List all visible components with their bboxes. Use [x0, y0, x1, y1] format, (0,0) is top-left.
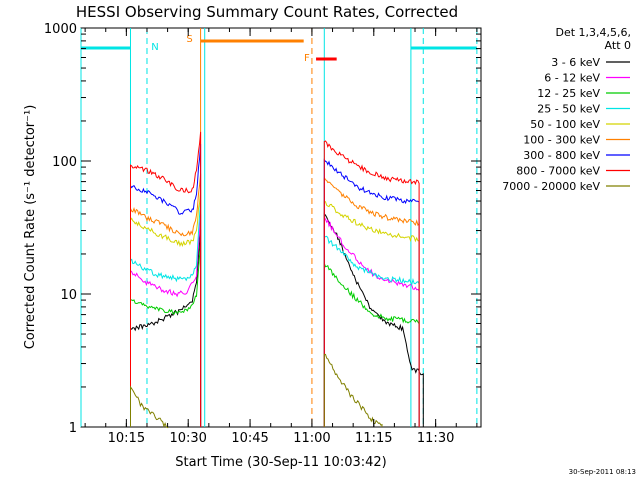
legend-label-2: 12 - 25 keV — [537, 87, 600, 100]
series-lines — [130, 131, 424, 429]
series-line-2 — [130, 241, 420, 427]
chart-title: HESSI Observing Summary Count Rates, Cor… — [76, 3, 458, 21]
series-line-7 — [130, 131, 420, 427]
series-line-1 — [130, 214, 420, 427]
y-axis: 1 10 100 1000 — [44, 22, 481, 436]
series-line-5 — [130, 173, 420, 427]
x-tick-label-4: 11:15 — [355, 431, 392, 446]
orbit-bar-label-3: F — [304, 53, 310, 64]
legend-label-3: 25 - 50 keV — [537, 103, 600, 116]
y-tick-label-3: 1000 — [44, 22, 77, 37]
legend-title-line-2: Att 0 — [605, 39, 631, 52]
legend: Det 1,3,4,5,6, Att 0 3 - 6 keV 6 - 12 keV… — [502, 26, 631, 193]
legend-label-4: 50 - 100 keV — [530, 118, 600, 131]
y-tick-label-2: 100 — [52, 155, 77, 170]
x-tick-label-3: 11:00 — [293, 431, 330, 446]
x-axis-label: Start Time (30-Sep-11 10:03:42) — [175, 455, 386, 470]
footer-stamp: 30-Sep-2011 08:13 — [569, 468, 636, 476]
plot-frame — [80, 27, 482, 428]
legend-label-7: 800 - 7000 keV — [516, 165, 600, 178]
x-tick-label-2: 10:45 — [231, 431, 268, 446]
series-line-3 — [130, 199, 420, 427]
legend-label-6: 300 - 800 keV — [523, 149, 600, 162]
series-line-0 — [130, 212, 424, 427]
legend-label-8: 7000 - 20000 keV — [502, 180, 600, 193]
x-tick-label-1: 10:30 — [169, 431, 206, 446]
orbit-bar-label-1: N — [151, 42, 158, 53]
orbit-bar-label-2: S — [186, 34, 192, 45]
x-tick-label-0: 10:15 — [108, 431, 145, 446]
series-line-6 — [130, 143, 420, 427]
x-axis: 10:15 10:30 10:45 11:00 11:15 11:30 — [84, 28, 478, 446]
series-line-8 — [130, 353, 383, 429]
y-tick-label-0: 1 — [69, 421, 77, 436]
series-line-4 — [130, 189, 420, 427]
y-axis-label: Corrected Count Rate (s⁻¹ detector⁻¹) — [23, 105, 38, 350]
plot-area — [80, 27, 482, 428]
legend-label-0: 3 - 6 keV — [551, 56, 600, 69]
y-tick-label-1: 10 — [60, 288, 77, 303]
x-tick-label-5: 11:30 — [417, 431, 454, 446]
legend-label-1: 6 - 12 keV — [544, 72, 600, 85]
legend-title-line-1: Det 1,3,4,5,6, — [555, 26, 631, 39]
orbit-bars: N S F — [81, 34, 477, 64]
legend-label-5: 100 - 300 keV — [523, 134, 600, 147]
event-markers — [80, 28, 478, 427]
